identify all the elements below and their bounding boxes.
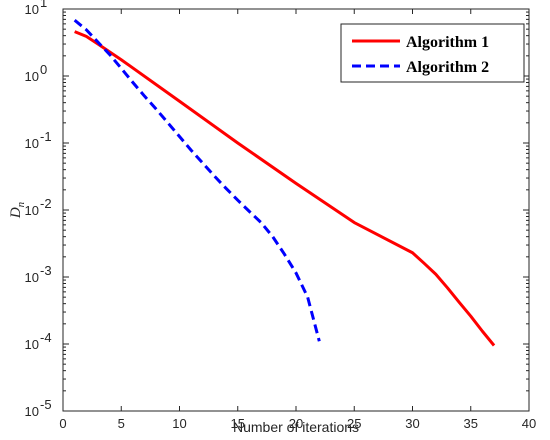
y-tick-exponent: 0 [40, 62, 47, 77]
y-tick-exponent: -2 [40, 196, 52, 211]
y-tick-exponent: -5 [40, 397, 52, 412]
x-tick-label: 10 [172, 416, 186, 431]
y-axis-label: Dn [8, 201, 27, 219]
legend-label-algorithm-1: Algorithm 1 [406, 34, 489, 51]
y-tick-exponent: 1 [40, 0, 47, 10]
x-axis-ticks: 0 5 10 15 20 25 30 35 40 [59, 9, 536, 431]
y-tick-label: 10 [25, 136, 39, 151]
x-tick-label: 30 [405, 416, 419, 431]
x-tick-label: 25 [347, 416, 361, 431]
legend-box [340, 23, 525, 83]
y-tick-label: 10 [25, 337, 39, 352]
y-tick-exponent: -3 [40, 263, 52, 278]
x-tick-label: 20 [289, 416, 303, 431]
y-axis-label-main: D [8, 207, 24, 219]
x-tick-label: 35 [464, 416, 478, 431]
y-tick-label: 10 [25, 270, 39, 285]
y-tick-exponent: -1 [40, 129, 52, 144]
x-tick-label: 0 [59, 416, 66, 431]
y-tick-label: 10 [25, 2, 39, 17]
x-axis-label: Number of iterations [233, 419, 359, 435]
x-tick-label: 40 [522, 416, 536, 431]
y-tick-label: 10 [25, 69, 39, 84]
y-tick-label: 10 [25, 203, 39, 218]
x-tick-label: 15 [231, 416, 245, 431]
y-axis-label-subscript: n [15, 201, 27, 207]
series-line-algorithm-2 [73, 19, 321, 342]
y-tick-exponent: -4 [40, 330, 52, 345]
series-layer [73, 19, 496, 347]
x-tick-label: 5 [118, 416, 125, 431]
legend: Algorithm 1 Algorithm 2 [340, 23, 525, 83]
y-tick-label: 10 [25, 404, 39, 419]
legend-label-algorithm-2: Algorithm 2 [406, 59, 489, 76]
series-line-algorithm-1 [74, 30, 496, 347]
